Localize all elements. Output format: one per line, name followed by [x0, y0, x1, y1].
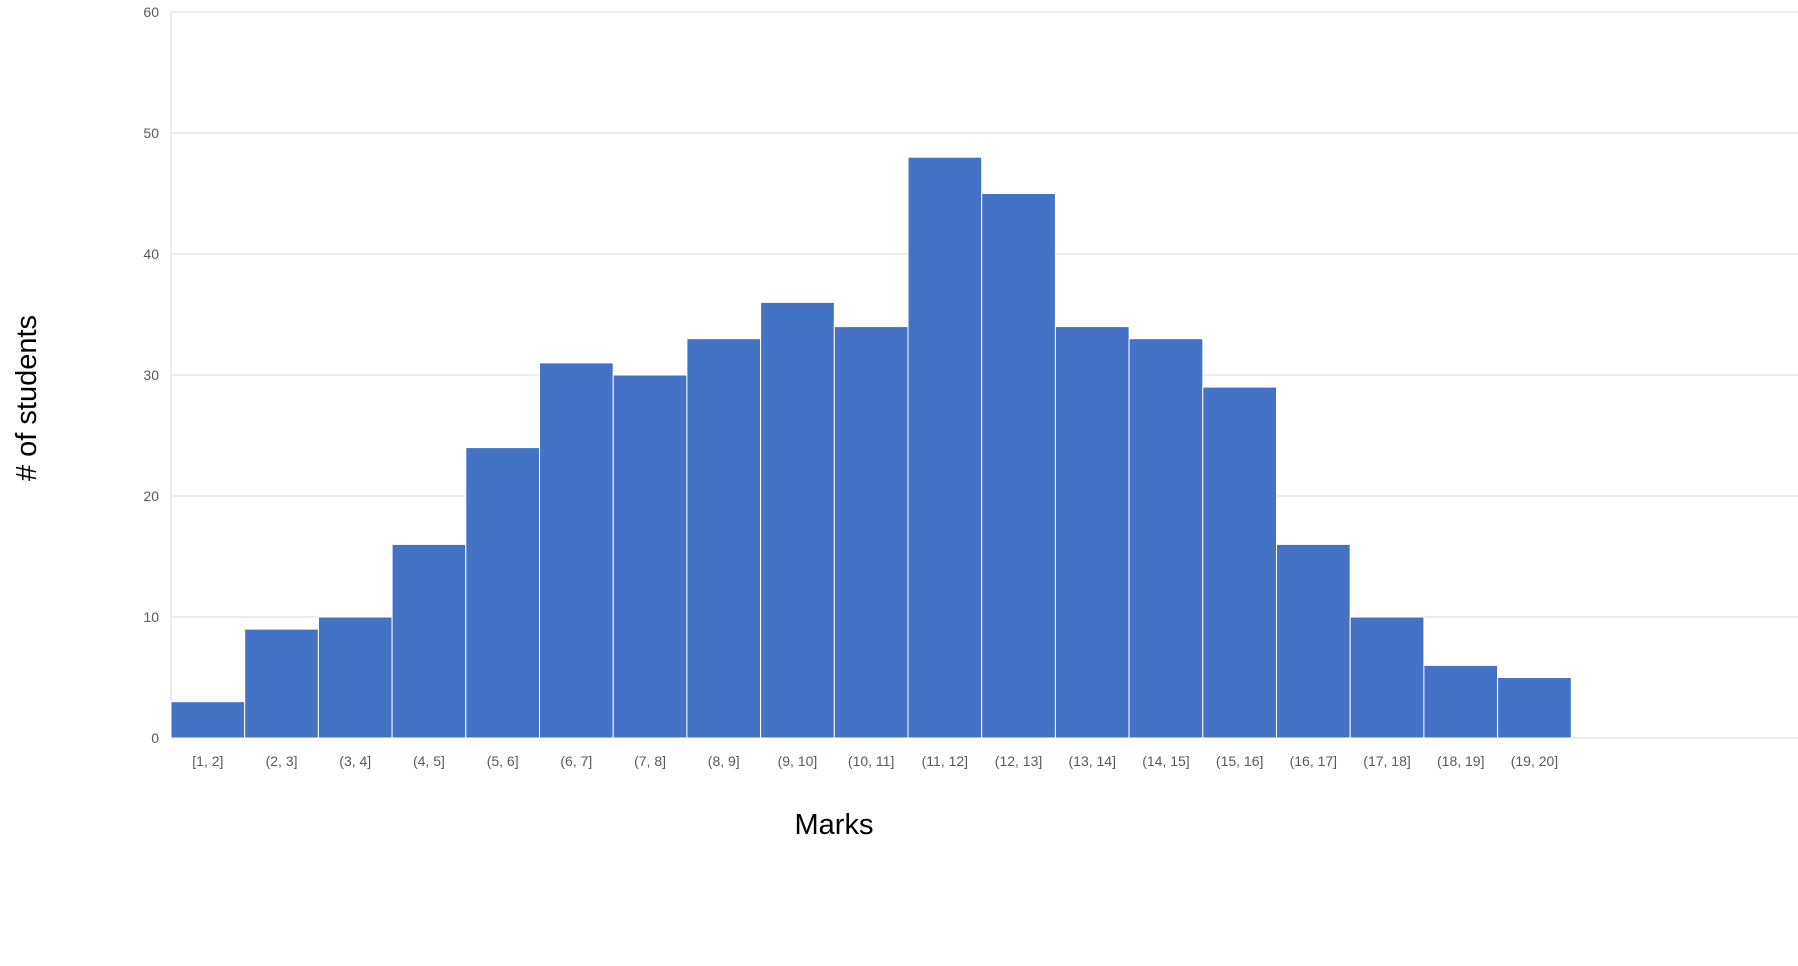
y-tick-label: 0: [151, 730, 159, 746]
histogram-bar: [1423, 664, 1499, 739]
x-tick-label: (4, 5]: [413, 753, 445, 769]
x-tick-label: (7, 8]: [634, 753, 666, 769]
histogram-bar: [1202, 386, 1278, 739]
x-axis-tick-labels: [1, 2] (2, 3] (3, 4] (4, 5] (5, 6] (6, 7] (7, …: [192, 753, 1558, 769]
x-tick-label: (8, 9]: [708, 753, 740, 769]
x-tick-label: (2, 3]: [266, 753, 298, 769]
histogram-bar: [539, 362, 614, 739]
x-tick-label: (5, 6]: [487, 753, 519, 769]
histogram-bar: [686, 338, 762, 739]
x-tick-label: (15, 16]: [1216, 753, 1263, 769]
y-tick-label: 50: [143, 125, 159, 141]
x-tick-label: (11, 12]: [922, 753, 968, 769]
histogram-bar: [391, 543, 467, 739]
histogram-bar: [612, 374, 688, 739]
histogram-bar: [981, 193, 1056, 739]
x-tick-label: (16, 17]: [1290, 753, 1337, 769]
histogram-bar: [1497, 677, 1572, 739]
y-axis-tick-labels: 0 10 20 30 40 50 60: [143, 4, 159, 746]
x-tick-label: (14, 15]: [1142, 753, 1189, 769]
x-tick-label: (17, 18]: [1363, 753, 1410, 769]
histogram-bar: [907, 156, 983, 739]
x-tick-label: (12, 13]: [995, 753, 1042, 769]
histogram-bar: [1128, 338, 1204, 739]
y-tick-label: 30: [143, 367, 159, 383]
histogram-bar: [1276, 543, 1351, 739]
y-tick-label: 10: [143, 609, 159, 625]
x-axis-title: Marks: [795, 809, 874, 841]
y-tick-label: 20: [143, 488, 159, 504]
x-tick-label: (6, 7]: [560, 753, 592, 769]
x-tick-label: (13, 14]: [1069, 753, 1116, 769]
y-axis-title: # of students: [11, 315, 43, 481]
histogram-bars: [170, 156, 1572, 739]
x-tick-label: (18, 19]: [1437, 753, 1484, 769]
histogram-bar: [317, 616, 393, 739]
histogram-bar: [833, 326, 909, 739]
histogram-bar: [170, 701, 246, 739]
histogram-bar: [1349, 616, 1425, 739]
x-tick-label: [1, 2]: [192, 753, 223, 769]
x-tick-label: (19, 20]: [1511, 753, 1558, 769]
histogram-bar: [244, 628, 319, 739]
x-tick-label: (10, 11]: [848, 753, 894, 769]
x-tick-label: (3, 4]: [339, 753, 371, 769]
histogram-bar: [1054, 326, 1130, 739]
y-tick-label: 40: [143, 246, 159, 262]
x-tick-label: (9, 10]: [778, 753, 818, 769]
y-tick-label: 60: [143, 4, 159, 20]
histogram-bar: [465, 447, 540, 739]
histogram-bar: [760, 301, 835, 739]
